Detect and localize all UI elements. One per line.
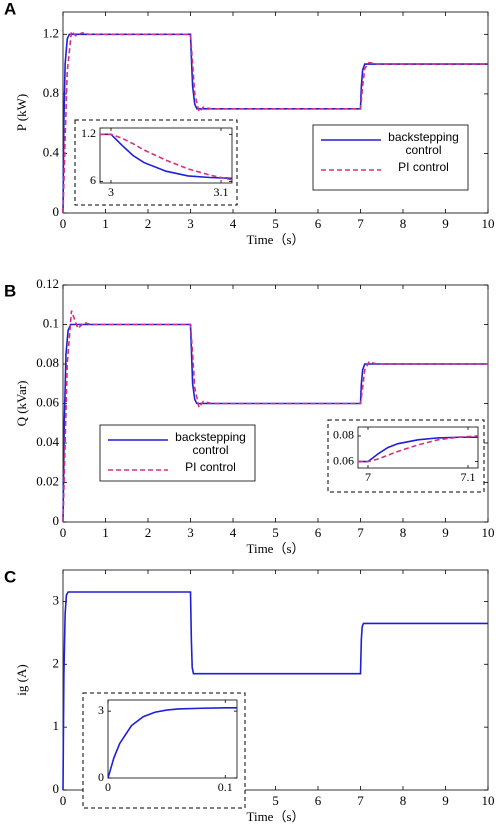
x-tick-label: 1 (102, 216, 109, 231)
x-tick-label: 9 (442, 525, 449, 540)
x-tick-label: 0 (60, 525, 67, 540)
inset-axes (107, 699, 238, 779)
y-tick-label: 0 (53, 204, 60, 219)
x-axis-label: Time（s） (246, 809, 304, 824)
x-axis-label: Time（s） (246, 541, 304, 556)
x-tick-label: 3.1 (214, 185, 229, 199)
inset-axes (99, 127, 233, 184)
legend-label: backstepping control (175, 431, 246, 457)
y-tick-label: 0.08 (333, 428, 354, 442)
x-tick-label: 0.1 (218, 780, 233, 794)
y-tick-label: 0.4 (43, 144, 60, 159)
x-tick-label: 3 (108, 185, 114, 199)
x-tick-label: 9 (442, 216, 449, 231)
x-tick-label: 8 (400, 525, 407, 540)
x-tick-label: 9 (442, 793, 449, 808)
x-tick-label: 6 (315, 216, 322, 231)
x-tick-label: 4 (230, 525, 237, 540)
legend-box (312, 124, 469, 191)
panel-letter: B (4, 281, 16, 300)
y-tick-label: 0.12 (36, 276, 59, 291)
y-tick-label: 3 (53, 592, 60, 607)
x-tick-label: 6 (315, 525, 322, 540)
x-tick-label: 5 (272, 525, 279, 540)
x-tick-label: 5 (272, 793, 279, 808)
x-tick-label: 2 (145, 216, 152, 231)
y-tick-label: 0 (98, 770, 104, 784)
y-tick-label: 0.06 (333, 453, 354, 467)
x-tick-label: 5 (272, 216, 279, 231)
y-tick-label: 1.2 (43, 25, 59, 40)
x-tick-label: 8 (400, 216, 407, 231)
data-line (100, 133, 233, 180)
y-tick-label: 0.06 (36, 394, 59, 409)
y-tick-label: 0 (53, 513, 60, 528)
x-tick-label: 10 (482, 525, 495, 540)
legend-label: backstepping control (388, 131, 459, 157)
x-tick-label: 0 (60, 793, 67, 808)
y-tick-label: 0 (53, 781, 60, 796)
legend-box (99, 424, 256, 482)
y-tick-label: 2 (53, 655, 60, 670)
data-line (62, 323, 488, 523)
data-line (107, 707, 237, 779)
x-tick-label: 2 (145, 525, 152, 540)
x-tick-label: 7 (357, 525, 364, 540)
data-line (62, 310, 488, 523)
x-tick-label: 3 (187, 216, 194, 231)
y-tick-label: 0.02 (36, 473, 59, 488)
data-line (358, 435, 479, 463)
legend-entry: backstepping control (388, 131, 459, 157)
y-tick-label: 0.1 (43, 315, 59, 330)
y-axis-label: ig (A) (14, 664, 29, 695)
x-tick-label: 7 (357, 793, 364, 808)
x-tick-label: 10 (482, 216, 495, 231)
y-tick-label: 1 (53, 718, 60, 733)
y-tick-label: 0.04 (36, 434, 59, 449)
legend-label: PI control (398, 161, 449, 174)
y-tick-label: 3 (98, 703, 104, 717)
x-tick-label: 7 (365, 470, 371, 484)
data-line (62, 33, 488, 214)
y-tick-label: 1.2 (81, 126, 96, 140)
legend-label: PI control (185, 461, 236, 474)
inset-axes (357, 426, 479, 469)
x-tick-label: 4 (230, 216, 237, 231)
x-tick-label: 7 (357, 216, 364, 231)
x-tick-label: 10 (482, 793, 495, 808)
y-axis-label: Q (kVar) (14, 381, 29, 427)
x-tick-label: 3 (187, 525, 194, 540)
x-tick-label: 0 (60, 216, 67, 231)
y-tick-label: 0.08 (36, 355, 59, 370)
y-tick-label: 6 (90, 173, 96, 187)
y-tick-label: 0.8 (43, 85, 59, 100)
x-tick-label: 7.1 (461, 470, 476, 484)
x-tick-label: 0 (105, 780, 111, 794)
legend-entry: PI control (398, 161, 449, 174)
x-tick-label: 6 (315, 793, 322, 808)
y-axis-label: P (kW) (14, 94, 29, 131)
panel-letter: A (4, 0, 16, 18)
x-tick-label: 1 (102, 525, 109, 540)
data-line (62, 29, 488, 214)
legend-entry: PI control (185, 461, 236, 474)
legend-entry: backstepping control (175, 431, 246, 457)
x-axis-label: Time（s） (246, 232, 304, 247)
x-tick-label: 8 (400, 793, 407, 808)
data-line (62, 591, 488, 791)
panel-letter: C (4, 567, 16, 586)
